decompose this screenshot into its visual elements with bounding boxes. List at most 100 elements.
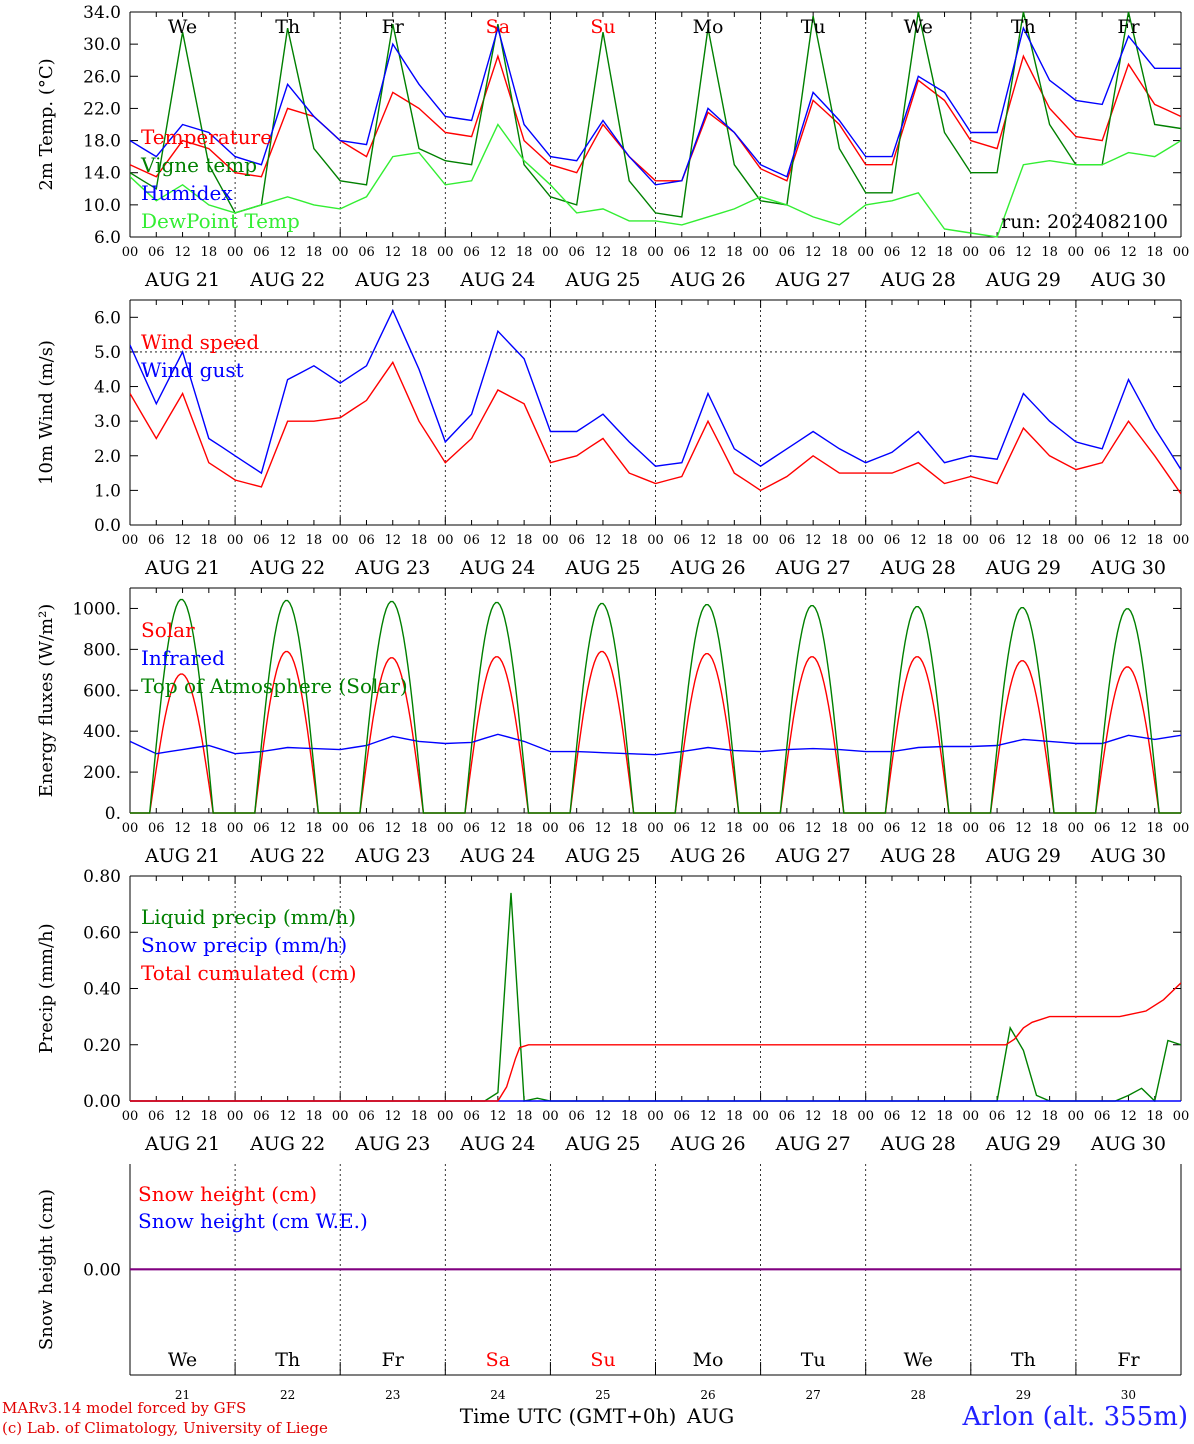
hour-tick-label: 06	[1094, 821, 1111, 836]
hour-tick-label: 00	[542, 245, 559, 260]
hour-tick-label: 18	[1041, 1109, 1058, 1124]
weekday-label: We	[168, 1349, 197, 1371]
hour-tick-label: 12	[910, 245, 927, 260]
hour-tick-label: 12	[805, 533, 822, 548]
hour-tick-label: 12	[384, 245, 401, 260]
hour-tick-label: 00	[227, 1109, 244, 1124]
hour-tick-label: 00	[857, 821, 874, 836]
legend-entry: Snow precip (mm/h)	[141, 933, 347, 957]
y-tick-label: 2.0	[94, 447, 121, 467]
date-label: AUG 29	[985, 1133, 1061, 1155]
hour-tick-label: 06	[148, 245, 165, 260]
hour-tick-label: 06	[358, 245, 375, 260]
date-label: AUG 23	[354, 845, 430, 867]
hour-tick-label: 00	[437, 245, 454, 260]
hour-tick-label: 06	[989, 1109, 1006, 1124]
y-tick-label: 10.0	[83, 196, 121, 216]
hour-tick-label: 12	[910, 1109, 927, 1124]
series-line-humidex	[130, 25, 1181, 186]
hour-tick-label: 12	[174, 533, 191, 548]
y-tick-label: 0.60	[83, 923, 121, 943]
hour-tick-label: 12	[910, 821, 927, 836]
weekday-label: Tu	[801, 1349, 826, 1371]
legend-entry: Temperature	[141, 125, 272, 149]
hour-tick-label: 12	[1015, 533, 1032, 548]
hour-tick-label: 12	[700, 821, 717, 836]
date-label: AUG 30	[1090, 269, 1166, 291]
y-tick-label: 18.0	[83, 132, 121, 152]
hour-tick-label: 18	[306, 245, 323, 260]
date-label: AUG 22	[249, 845, 325, 867]
hour-tick-label: 12	[384, 1109, 401, 1124]
series-line-vigne-temp	[130, 11, 1181, 218]
panel-3: 00 06 12 18 00 06 12 18 00 06 12 18 00 06 12 18 00 06 12 18…	[36, 587, 1189, 867]
day-number-label: 22	[280, 1388, 295, 1402]
hour-tick-label: 12	[174, 1109, 191, 1124]
hour-tick-label: 18	[621, 1109, 638, 1124]
hour-tick-label: 06	[884, 245, 901, 260]
hour-tick-label: 06	[253, 821, 270, 836]
hour-tick-label: 00	[437, 533, 454, 548]
hour-tick-label: 12	[490, 245, 507, 260]
hour-tick-label: 18	[1146, 533, 1163, 548]
hour-tick-label: 06	[358, 821, 375, 836]
hour-tick-label: 06	[779, 245, 796, 260]
series-line-top-of-atmosphere-solar-	[130, 598, 1181, 814]
hour-tick-label: 12	[490, 1109, 507, 1124]
hour-tick-label: 06	[358, 533, 375, 548]
legend-entry: DewPoint Temp	[141, 209, 300, 233]
panel-2: 00 06 12 18 00 06 12 18 00 06 12 18 00 06 12 18 00 06 12 18…	[36, 299, 1189, 579]
day-number-label: 24	[490, 1388, 506, 1402]
hour-tick-label: 00	[647, 245, 664, 260]
date-label: AUG 30	[1090, 1133, 1166, 1155]
weekday-label: We	[904, 16, 933, 38]
hour-tick-label: 00	[752, 533, 769, 548]
hour-tick-label: 18	[726, 533, 743, 548]
legend-entry: Infrared	[141, 646, 225, 670]
date-label: AUG 26	[669, 845, 745, 867]
hour-tick-label: 06	[674, 533, 691, 548]
y-tick-label: 6.0	[94, 308, 121, 328]
series-line-dewpoint-temp	[130, 123, 1181, 238]
hour-tick-label: 06	[1094, 245, 1111, 260]
panel-1: 00 06 12 18 00 06 12 18 00 06 12 18 00 06 12 18 00 06 12 18…	[36, 3, 1189, 291]
hour-tick-label: 12	[384, 821, 401, 836]
y-tick-label: 0.00	[83, 1261, 121, 1281]
hour-tick-label: 00	[1068, 1109, 1085, 1124]
date-label: AUG 21	[144, 1133, 220, 1155]
hour-tick-label: 18	[621, 533, 638, 548]
lab-credit: (c) Lab. of Climatology, University of L…	[2, 1419, 328, 1437]
day-number-label: 29	[1016, 1388, 1031, 1402]
hour-tick-label: 12	[700, 533, 717, 548]
y-tick-label: 14.0	[83, 164, 121, 184]
hour-tick-label: 00	[752, 245, 769, 260]
hour-tick-label: 06	[463, 533, 480, 548]
hour-tick-label: 06	[148, 1109, 165, 1124]
date-label: AUG 22	[249, 269, 325, 291]
hour-tick-label: 12	[490, 533, 507, 548]
hour-tick-label: 06	[884, 1109, 901, 1124]
date-label: AUG 25	[564, 1133, 640, 1155]
y-tick-label: 1.0	[94, 481, 121, 501]
y-axis-label: 2m Temp. (°C)	[36, 58, 57, 190]
y-tick-label: 6.0	[94, 228, 121, 248]
hour-tick-label: 18	[201, 1109, 218, 1124]
hour-tick-label: 12	[595, 245, 612, 260]
hour-tick-label: 06	[253, 245, 270, 260]
hour-tick-label: 18	[726, 1109, 743, 1124]
y-tick-label: 3.0	[94, 412, 121, 432]
hour-tick-label: 06	[884, 821, 901, 836]
hour-tick-label: 18	[306, 533, 323, 548]
run-annotation: run: 2024082100	[1001, 211, 1168, 233]
weekday-label: Fr	[382, 16, 405, 38]
station-label: Arlon (alt. 355m)	[962, 1402, 1188, 1432]
day-number-label: 25	[595, 1388, 610, 1402]
hour-tick-label: 12	[1120, 821, 1137, 836]
hour-tick-label: 18	[831, 245, 848, 260]
hour-tick-label: 18	[621, 245, 638, 260]
date-label: AUG 26	[669, 269, 745, 291]
hour-tick-label: 06	[1094, 1109, 1111, 1124]
hour-tick-label: 18	[411, 245, 428, 260]
hour-tick-label: 06	[463, 1109, 480, 1124]
weekday-label: Su	[590, 16, 615, 38]
